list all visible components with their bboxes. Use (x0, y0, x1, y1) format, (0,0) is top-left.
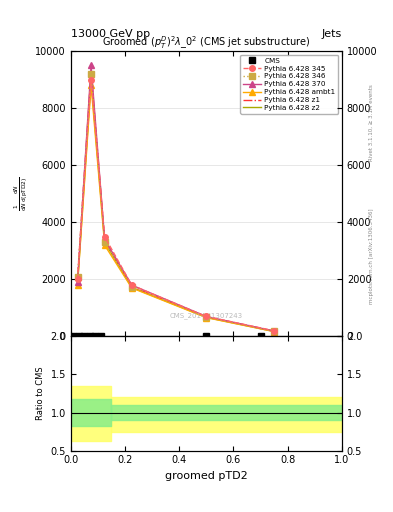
Text: Jets: Jets (321, 29, 342, 39)
Line: Pythia 6.428 z2: Pythia 6.428 z2 (77, 80, 274, 331)
Line: Pythia 6.428 ambt1: Pythia 6.428 ambt1 (75, 82, 277, 334)
Pythia 6.428 345 (75, 276, 80, 283)
Pythia 6.428 z1 (204, 314, 209, 320)
Text: mcplots.cern.ch [arXiv:1306.3436]: mcplots.cern.ch [arXiv:1306.3436] (369, 208, 374, 304)
Pythia 6.428 345 (129, 282, 134, 288)
Pythia 6.428 z1 (272, 328, 276, 334)
Pythia 6.428 346 (102, 239, 107, 245)
Y-axis label: $\frac{1}{\mathrm{d}N}\frac{\mathrm{d}N}{\mathrm{d}(\mathrm{pTD2})}$: $\frac{1}{\mathrm{d}N}\frac{\mathrm{d}N}… (13, 176, 30, 211)
Pythia 6.428 346 (75, 273, 80, 280)
Pythia 6.428 z2 (75, 282, 80, 288)
Pythia 6.428 ambt1 (89, 82, 94, 89)
Legend: CMS, Pythia 6.428 345, Pythia 6.428 346, Pythia 6.428 370, Pythia 6.428 ambt1, P: CMS, Pythia 6.428 345, Pythia 6.428 346,… (241, 55, 338, 114)
Line: Pythia 6.428 z1: Pythia 6.428 z1 (77, 71, 274, 331)
Pythia 6.428 z2 (272, 328, 276, 334)
Pythia 6.428 345 (102, 233, 107, 240)
Pythia 6.428 ambt1 (75, 282, 80, 288)
Pythia 6.428 z1 (102, 237, 107, 243)
Line: Pythia 6.428 346: Pythia 6.428 346 (75, 71, 277, 334)
Pythia 6.428 370 (272, 328, 276, 334)
Pythia 6.428 370 (89, 62, 94, 69)
Pythia 6.428 z2 (102, 239, 107, 245)
Pythia 6.428 370 (204, 313, 209, 319)
Pythia 6.428 370 (75, 279, 80, 285)
Pythia 6.428 z2 (129, 284, 134, 290)
Title: Groomed $(p_T^D)^2\lambda\_0^2$ (CMS jet substructure): Groomed $(p_T^D)^2\lambda\_0^2$ (CMS jet… (102, 34, 310, 51)
Pythia 6.428 ambt1 (129, 285, 134, 291)
Pythia 6.428 z1 (75, 276, 80, 283)
Pythia 6.428 ambt1 (204, 314, 209, 321)
Text: CMS_2014_I1307243: CMS_2014_I1307243 (170, 313, 243, 319)
Pythia 6.428 370 (129, 282, 134, 288)
Pythia 6.428 z2 (204, 314, 209, 321)
Text: 13000 GeV pp: 13000 GeV pp (71, 29, 150, 39)
Pythia 6.428 ambt1 (272, 329, 276, 335)
Pythia 6.428 ambt1 (102, 242, 107, 248)
Text: Rivet 3.1.10, ≥ 3.1M events: Rivet 3.1.10, ≥ 3.1M events (369, 84, 374, 161)
X-axis label: groomed pTD2: groomed pTD2 (165, 471, 248, 481)
Pythia 6.428 346 (272, 328, 276, 334)
Pythia 6.428 345 (89, 77, 94, 83)
Pythia 6.428 z1 (89, 68, 94, 74)
Pythia 6.428 346 (89, 71, 94, 77)
Line: Pythia 6.428 345: Pythia 6.428 345 (75, 77, 277, 333)
Pythia 6.428 z1 (129, 284, 134, 290)
Pythia 6.428 345 (204, 313, 209, 319)
Y-axis label: Ratio to CMS: Ratio to CMS (36, 367, 45, 420)
Pythia 6.428 346 (129, 284, 134, 290)
Pythia 6.428 z2 (89, 77, 94, 83)
Pythia 6.428 346 (204, 314, 209, 320)
Pythia 6.428 345 (272, 328, 276, 334)
Pythia 6.428 370 (102, 237, 107, 243)
Line: Pythia 6.428 370: Pythia 6.428 370 (75, 62, 277, 334)
